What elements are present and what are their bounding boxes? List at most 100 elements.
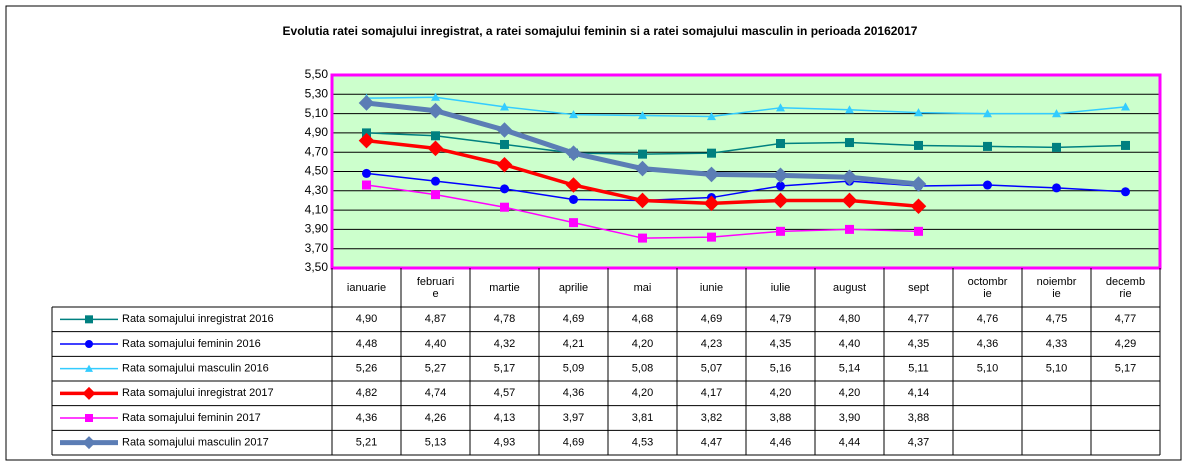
data-point	[431, 176, 440, 186]
data-point	[776, 139, 785, 149]
chart-title: Evolutia ratei somajului inregistrat, a …	[283, 24, 918, 38]
data-point	[845, 138, 854, 148]
data-label: 5,07	[701, 363, 722, 375]
x-tick-label-box: sept	[908, 281, 929, 294]
data-point	[569, 218, 578, 228]
series-line	[366, 96, 1126, 118]
data-label: 3,88	[908, 412, 929, 424]
legend-label: Rata somajului masculin 2016	[122, 363, 269, 375]
data-label: 4,20	[770, 387, 791, 399]
data-label: 4,20	[632, 387, 653, 399]
x-tick-label-box: decembrie	[1106, 276, 1145, 300]
legend-marker	[85, 340, 93, 348]
data-point	[776, 103, 785, 112]
legend-label: Rata somajului masculin 2017	[122, 437, 269, 449]
x-tick-label-box: februarie	[416, 275, 455, 300]
data-label: 4,35	[770, 338, 791, 350]
data-point	[362, 168, 371, 178]
data-label: 3,82	[701, 412, 722, 424]
x-tick-label-box: aprilie	[558, 281, 589, 294]
data-point	[772, 167, 789, 184]
y-tick-label: 3,90	[305, 222, 329, 236]
x-tick-label: sept	[908, 281, 929, 294]
data-point	[638, 233, 647, 243]
data-point	[707, 111, 716, 121]
data-point	[427, 140, 444, 157]
data-label: 5,21	[356, 437, 377, 449]
data-label: 4,47	[701, 437, 722, 449]
x-tick-label: ianuarie	[346, 281, 387, 294]
data-point	[841, 192, 858, 209]
data-point	[500, 202, 509, 212]
data-point	[1052, 183, 1061, 193]
y-tick-label: 4,30	[305, 183, 329, 197]
data-point	[845, 105, 854, 114]
data-label: 4,75	[1046, 313, 1067, 325]
data-point	[707, 148, 716, 158]
data-label: 4,23	[701, 338, 722, 350]
data-point	[569, 110, 578, 119]
data-label: 4,21	[563, 338, 584, 350]
data-point	[776, 181, 785, 191]
data-point	[427, 102, 444, 119]
data-point	[431, 92, 440, 101]
legend-label: Rata somajului feminin 2016	[122, 338, 261, 350]
y-tick-label: 3,70	[305, 241, 329, 255]
data-point	[569, 194, 578, 204]
data-label: 4,40	[839, 338, 860, 350]
data-point	[914, 226, 923, 236]
data-label: 4,29	[1115, 338, 1136, 350]
x-tick-label-box: mai	[633, 281, 652, 294]
data-label: 5,11	[908, 363, 929, 375]
data-point	[1052, 109, 1061, 118]
legend-marker	[82, 436, 96, 450]
data-point	[500, 102, 509, 111]
y-tick-label: 4,70	[305, 144, 329, 158]
y-tick-label: 5,30	[305, 86, 329, 100]
data-point	[496, 122, 513, 138]
data-point	[358, 132, 375, 149]
data-point	[358, 95, 375, 111]
x-tick-label: mai	[633, 281, 652, 294]
legend-marker	[82, 386, 96, 400]
data-label: 4,44	[839, 437, 860, 449]
x-tick-label-box: iunie	[700, 282, 723, 294]
data-label: 5,26	[356, 363, 377, 375]
data-label: 4,87	[425, 313, 446, 325]
data-label: 4,90	[356, 313, 377, 325]
data-label: 4,78	[494, 313, 515, 325]
y-tick-label: 5,50	[305, 67, 329, 81]
data-label: 4,46	[770, 437, 791, 449]
data-label: 4,82	[356, 387, 377, 399]
x-tick-label: februarie	[416, 275, 455, 300]
data-point	[845, 224, 854, 234]
data-point	[1121, 102, 1130, 111]
data-point	[431, 190, 440, 200]
data-point	[983, 141, 992, 151]
legend-label: Rata somajului feminin 2017	[122, 412, 261, 424]
data-label: 4,79	[770, 313, 791, 325]
data-point	[565, 145, 582, 161]
x-tick-label-box: noiembrie	[1037, 276, 1077, 300]
data-label: 5,10	[1046, 363, 1067, 375]
data-label: 5,14	[839, 363, 860, 375]
x-tick-label-box: august	[833, 282, 866, 294]
legend-marker	[85, 364, 93, 372]
data-label: 4,40	[425, 338, 446, 350]
y-tick-label: 4,90	[305, 125, 329, 139]
x-tick-label: aprilie	[558, 281, 589, 294]
legend-label: Rata somajului inregistrat 2016	[122, 313, 274, 325]
data-label: 4,57	[494, 387, 515, 399]
data-label: 4,69	[563, 313, 584, 325]
x-tick-label: octombrie	[967, 275, 1008, 300]
data-label: 4,69	[701, 313, 722, 325]
legend-marker	[85, 315, 93, 324]
data-label: 4,36	[356, 412, 377, 424]
x-tick-label-box: octombrie	[967, 275, 1008, 300]
data-point	[638, 149, 647, 159]
data-point	[776, 226, 785, 236]
data-label: 3,88	[770, 412, 791, 424]
legend-label: Rata somajului inregistrat 2017	[122, 387, 274, 399]
y-tick-label: 4,10	[305, 202, 329, 216]
data-label: 4,80	[839, 313, 860, 325]
